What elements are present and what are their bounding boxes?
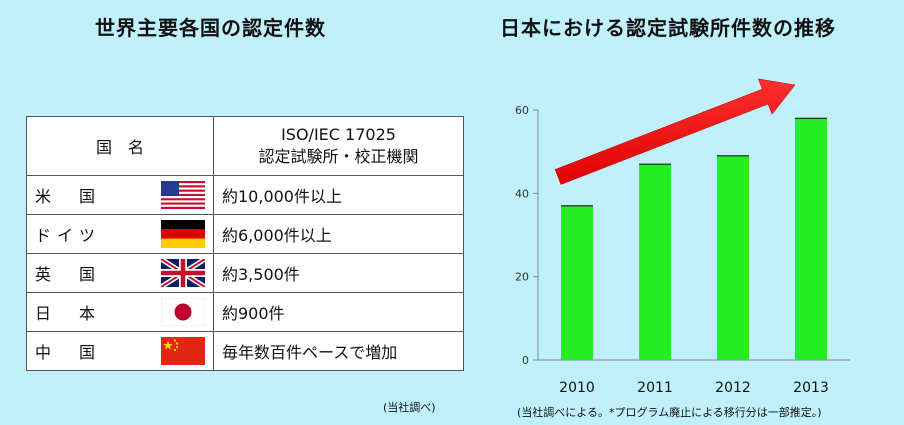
table-header-row: 国 名 ISO/IEC 17025 認定試験所・校正機関	[26, 116, 464, 176]
bar-2011	[639, 164, 671, 360]
country-name: 日 本	[35, 304, 102, 323]
table-row: ドイツ 約6,000件以上	[26, 214, 464, 254]
table-row: 米 国 約10,000件以上	[26, 175, 464, 215]
count-cell: 約3,500件	[213, 253, 464, 293]
table-row: 中 国 毎年数百件ペースで増加	[26, 331, 464, 371]
trend-arrow-shape	[554, 78, 796, 185]
table-row: 日 本 約900件	[26, 292, 464, 332]
x-category-label: 2012	[715, 380, 751, 396]
certification-table: 国 名 ISO/IEC 17025 認定試験所・校正機関 米 国 約10,000…	[26, 116, 464, 371]
x-category-label: 2011	[637, 380, 673, 396]
left-source-note: (当社調べ)	[383, 401, 436, 414]
bars	[561, 117, 827, 360]
country-name: 英 国	[35, 265, 102, 284]
bar-chart: 0 20 40 60 2010 2011 2012 2013	[515, 78, 850, 396]
y-tick-label: 40	[515, 187, 529, 200]
x-category-label: 2010	[559, 380, 595, 396]
header-count-line2: 認定試験所・校正機関	[258, 147, 419, 166]
right-source-note: (当社調べによる。*プログラム廃止による移行分は一部推定。)	[517, 406, 822, 419]
left-title: 世界主要各国の認定件数	[95, 16, 326, 40]
y-tick-label: 0	[522, 354, 529, 367]
bar-2013	[795, 118, 827, 360]
header-country: 国 名	[26, 116, 214, 176]
x-category-label: 2013	[793, 380, 829, 396]
header-count-line1: ISO/IEC 17025	[281, 125, 396, 144]
header-count: ISO/IEC 17025 認定試験所・校正機関	[213, 116, 464, 176]
count-cell: 約900件	[213, 292, 464, 332]
count-cell: 約6,000件以上	[213, 214, 464, 254]
y-tick-label: 20	[515, 271, 529, 284]
bar-2012	[717, 155, 749, 360]
table-row: 英 国 約3,500件	[26, 253, 464, 293]
count-cell: 約10,000件以上	[213, 175, 464, 215]
japan-flag-icon	[161, 298, 205, 326]
count-cell: 毎年数百件ペースで増加	[213, 331, 464, 371]
trend-arrow-icon	[554, 78, 796, 185]
china-flag-icon	[161, 337, 205, 365]
y-tick-label: 60	[515, 104, 529, 117]
country-name: 米 国	[35, 187, 102, 206]
y-axis: 0 20 40 60	[515, 104, 539, 367]
bar-2010	[561, 205, 593, 360]
uk-flag-icon	[161, 259, 205, 287]
right-title: 日本における認定試験所件数の推移	[500, 16, 836, 40]
category-labels: 2010 2011 2012 2013	[559, 380, 829, 396]
country-name: ドイツ	[35, 226, 102, 245]
germany-flag-icon	[161, 220, 205, 248]
country-name: 中 国	[35, 343, 102, 362]
us-flag-icon	[161, 181, 205, 209]
